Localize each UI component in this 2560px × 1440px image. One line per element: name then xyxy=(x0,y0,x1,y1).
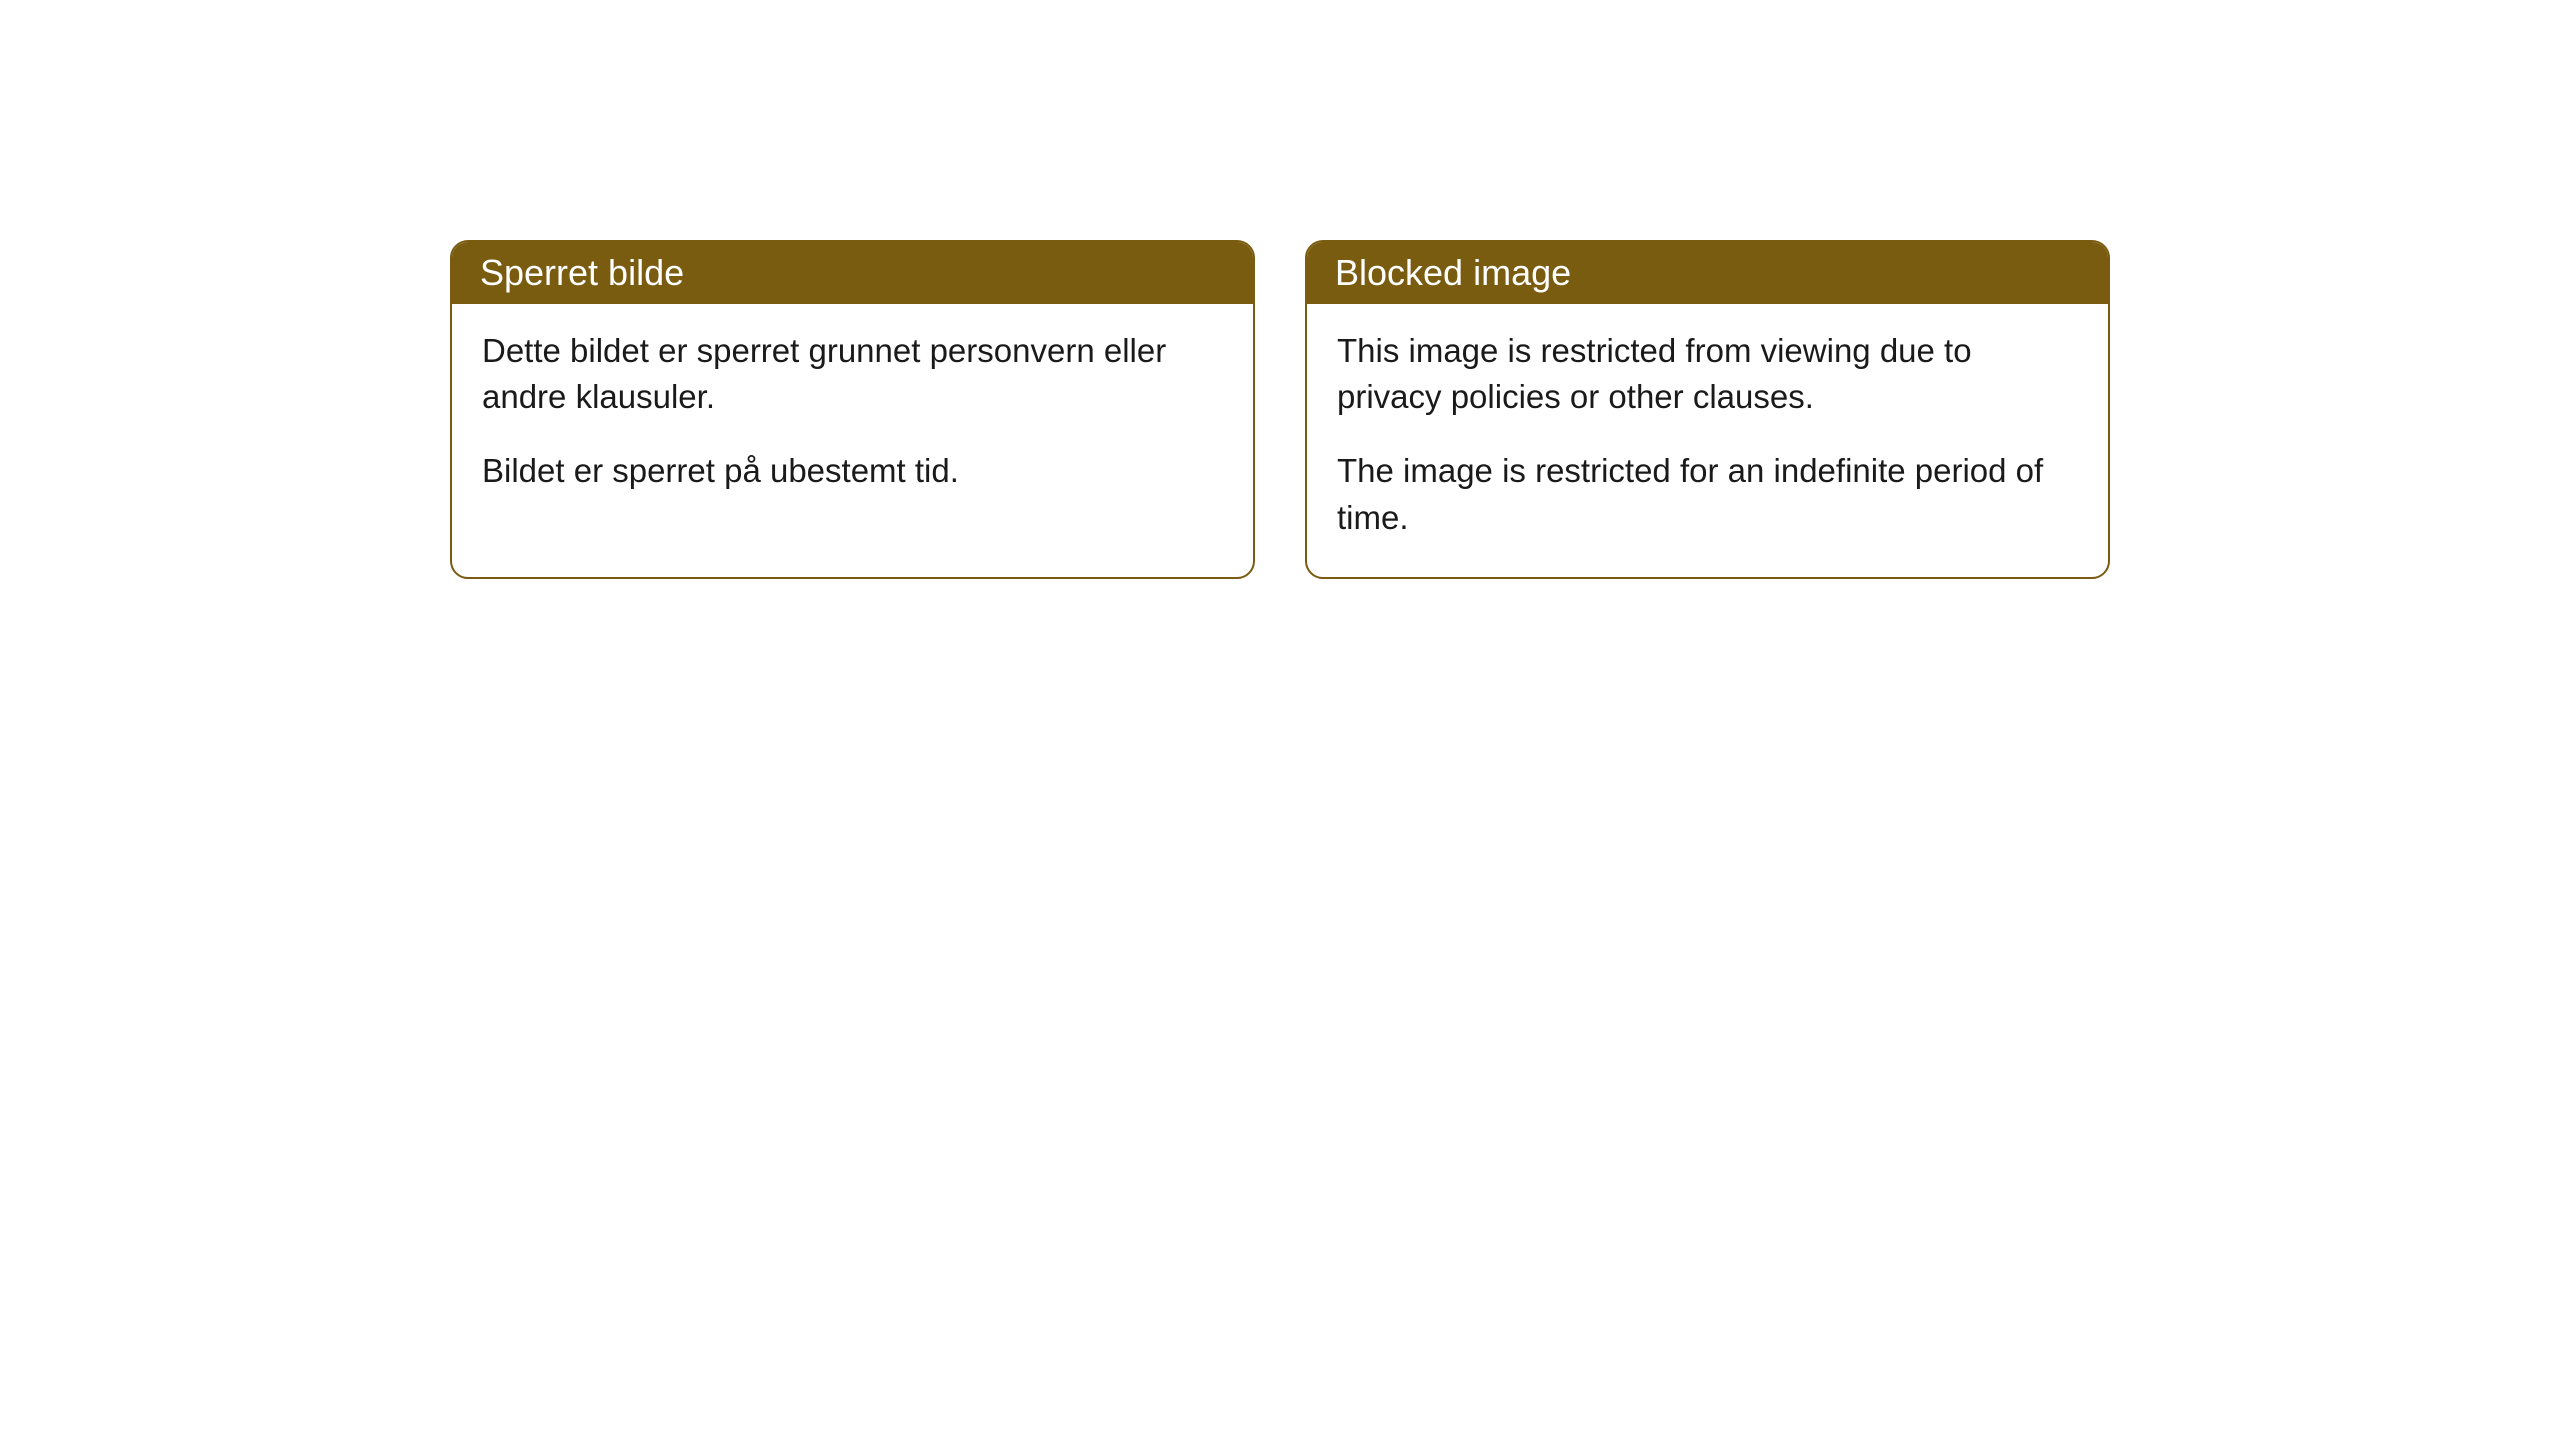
notice-para2-right: The image is restricted for an indefinit… xyxy=(1337,448,2078,540)
notice-para1-right: This image is restricted from viewing du… xyxy=(1337,328,2078,420)
notice-body-right: This image is restricted from viewing du… xyxy=(1307,304,2108,577)
notice-header-right: Blocked image xyxy=(1307,242,2108,304)
notice-box-left: Sperret bilde Dette bildet er sperret gr… xyxy=(450,240,1255,579)
notice-para1-left: Dette bildet er sperret grunnet personve… xyxy=(482,328,1223,420)
notice-container: Sperret bilde Dette bildet er sperret gr… xyxy=(0,0,2560,579)
notice-body-left: Dette bildet er sperret grunnet personve… xyxy=(452,304,1253,531)
notice-box-right: Blocked image This image is restricted f… xyxy=(1305,240,2110,579)
notice-header-left: Sperret bilde xyxy=(452,242,1253,304)
notice-para2-left: Bildet er sperret på ubestemt tid. xyxy=(482,448,1223,494)
